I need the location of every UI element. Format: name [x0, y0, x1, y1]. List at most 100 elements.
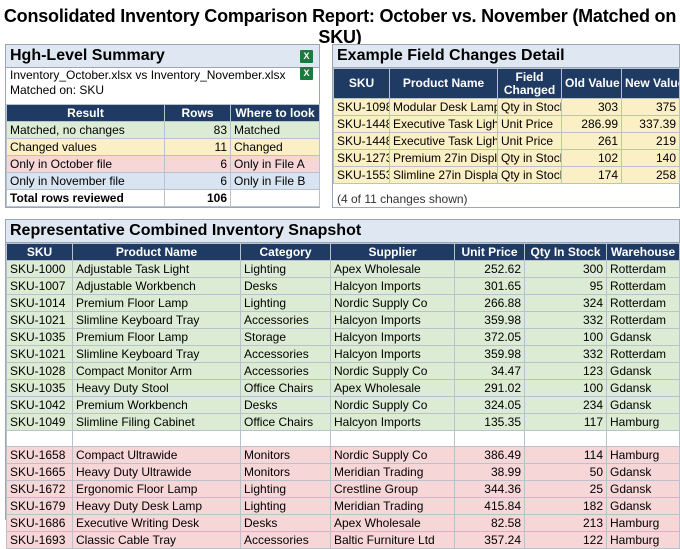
summary-where[interactable]: Changed — [230, 138, 320, 156]
cell-price: 359.98 — [454, 311, 525, 329]
change-row[interactable]: SKU-1448 Executive Task Light Unit Price 26… — [333, 132, 680, 150]
table-row[interactable]: SKU-1007 Adjustable Workbench Desks Halcyon… — [6, 277, 680, 295]
cell-qty: 300 — [524, 260, 607, 278]
table-row[interactable]: SKU-1665 Heavy Duty Ultrawide Monitors Meri… — [6, 463, 680, 481]
cell-qty: 123 — [524, 362, 607, 380]
cell-sku: SKU-1042 — [6, 396, 73, 414]
summary-header-rows: Rows — [164, 104, 231, 122]
cell-sku: SKU-1021 — [6, 311, 73, 329]
snapshot-header-product: Product Name — [72, 243, 241, 261]
cell-supplier: Apex Wholesale — [330, 260, 455, 278]
cell-price: 38.99 — [454, 463, 525, 481]
row-spacer — [6, 430, 680, 447]
cell-product: Slimline Filing Cabinet — [72, 413, 241, 431]
snapshot-header-sku: SKU — [6, 243, 73, 261]
cell-category: Lighting — [240, 480, 331, 498]
cell-product: Classic Cable Tray — [72, 531, 241, 549]
summary-table: Result Rows Where to look Matched, no ch… — [6, 104, 320, 207]
summary-where[interactable]: Only in File A — [230, 155, 320, 173]
summary-row[interactable]: Matched, no changes 83 Matched — [6, 121, 320, 139]
summary-where[interactable]: Matched — [230, 121, 320, 139]
changes-header-field: Field Changed — [497, 68, 562, 99]
change-field: Qty in Stock — [497, 98, 562, 116]
cell-sku: SKU-1679 — [6, 497, 73, 515]
cell-warehouse: Gdansk — [606, 362, 680, 380]
spacer-cell — [606, 430, 680, 447]
change-product: Executive Task Light — [389, 132, 498, 150]
cell-price: 34.47 — [454, 362, 525, 380]
changes-footer: (4 of 11 changes shown) — [337, 192, 468, 206]
table-row[interactable]: SKU-1658 Compact Ultrawide Monitors Nordic … — [6, 446, 680, 464]
cell-product: Compact Monitor Arm — [72, 362, 241, 380]
cell-price: 301.65 — [454, 277, 525, 295]
cell-supplier: Halcyon Imports — [330, 413, 455, 431]
snapshot-title: Representative Combined Inventory Snapsh… — [6, 220, 679, 243]
table-row[interactable]: SKU-1042 Premium Workbench Desks Nordic Sup… — [6, 396, 680, 414]
summary-row[interactable]: Only in October file 6 Only in File A — [6, 155, 320, 173]
cell-warehouse: Hamburg — [606, 413, 680, 431]
changes-header-old: Old Value — [561, 68, 622, 99]
cell-category: Monitors — [240, 446, 331, 464]
change-sku: SKU-1448 — [333, 115, 390, 133]
excel-icon[interactable]: X — [300, 67, 313, 80]
summary-row[interactable]: Changed values 11 Changed — [6, 138, 320, 156]
table-row[interactable]: SKU-1049 Slimline Filing Cabinet Office Ch… — [6, 413, 680, 431]
cell-supplier: Meridian Trading — [330, 463, 455, 481]
changes-header-new: New Value — [621, 68, 680, 99]
change-field: Unit Price — [497, 132, 562, 150]
cell-sku: SKU-1049 — [6, 413, 73, 431]
cell-product: Heavy Duty Stool — [72, 379, 241, 397]
changes-header-sku: SKU — [333, 68, 390, 99]
cell-price: 266.88 — [454, 294, 525, 312]
cell-sku: SKU-1021 — [6, 345, 73, 363]
summary-title: Hgh-Level Summary — [6, 45, 319, 68]
spacer-cell — [330, 430, 455, 447]
table-row[interactable]: SKU-1679 Heavy Duty Desk Lamp Lighting Meri… — [6, 497, 680, 515]
cell-qty: 50 — [524, 463, 607, 481]
table-row[interactable]: SKU-1021 Slimline Keyboard Tray Accessorie… — [6, 311, 680, 329]
change-row[interactable]: SKU-1098 Modular Desk Lamp Qty in Stock 303… — [333, 98, 680, 116]
table-row[interactable]: SKU-1014 Premium Floor Lamp Lighting Nordic… — [6, 294, 680, 312]
cell-category: Lighting — [240, 497, 331, 515]
table-row[interactable]: SKU-1686 Executive Writing Desk Desks Apex … — [6, 514, 680, 532]
excel-icons: X X — [300, 50, 313, 80]
cell-product: Executive Writing Desk — [72, 514, 241, 532]
summary-where[interactable]: Only in File B — [230, 172, 320, 190]
table-row[interactable]: SKU-1035 Heavy Duty Stool Office Chairs Ape… — [6, 379, 680, 397]
summary-row[interactable]: Only in November file 6 Only in File B — [6, 172, 320, 190]
snapshot-header-price: Unit Price — [454, 243, 525, 261]
cell-price: 291.02 — [454, 379, 525, 397]
change-old: 303 — [561, 98, 622, 116]
change-sku: SKU-1098 — [333, 98, 390, 116]
cell-category: Accessories — [240, 311, 331, 329]
cell-price: 324.05 — [454, 396, 525, 414]
snapshot-header-category: Category — [240, 243, 331, 261]
table-row[interactable]: SKU-1000 Adjustable Task Light Lighting Ape… — [6, 260, 680, 278]
cell-supplier: Baltic Furniture Ltd — [330, 531, 455, 549]
cell-sku: SKU-1693 — [6, 531, 73, 549]
change-old: 102 — [561, 149, 622, 167]
table-row[interactable]: SKU-1672 Ergonomic Floor Lamp Lighting Cres… — [6, 480, 680, 498]
table-row[interactable]: SKU-1028 Compact Monitor Arm Accessories No… — [6, 362, 680, 380]
changes-header-product: Product Name — [389, 68, 498, 99]
cell-warehouse: Gdansk — [606, 463, 680, 481]
snapshot-header-warehouse: Warehouse — [606, 243, 680, 261]
change-product: Modular Desk Lamp — [389, 98, 498, 116]
cell-qty: 95 — [524, 277, 607, 295]
cell-supplier: Crestline Group — [330, 480, 455, 498]
change-row[interactable]: SKU-1553 Slimline 27in Display Qty in Stoc… — [333, 166, 680, 184]
summary-total-row: Total rows reviewed 106 — [6, 189, 320, 207]
snapshot-panel: Representative Combined Inventory Snapsh… — [5, 219, 680, 549]
table-row[interactable]: SKU-1021 Slimline Keyboard Tray Accessorie… — [6, 345, 680, 363]
table-row[interactable]: SKU-1693 Classic Cable Tray Accessories Bal… — [6, 531, 680, 549]
change-row[interactable]: SKU-1448 Executive Task Light Unit Price 28… — [333, 115, 680, 133]
excel-icon[interactable]: X — [300, 50, 313, 63]
cell-supplier: Apex Wholesale — [330, 379, 455, 397]
cell-category: Lighting — [240, 260, 331, 278]
snapshot-table: SKU Product Name Category Supplier Unit … — [6, 243, 680, 549]
change-old: 286.99 — [561, 115, 622, 133]
change-sku: SKU-1448 — [333, 132, 390, 150]
cell-sku: SKU-1035 — [6, 379, 73, 397]
table-row[interactable]: SKU-1035 Premium Floor Lamp Storage Halcyon… — [6, 328, 680, 346]
